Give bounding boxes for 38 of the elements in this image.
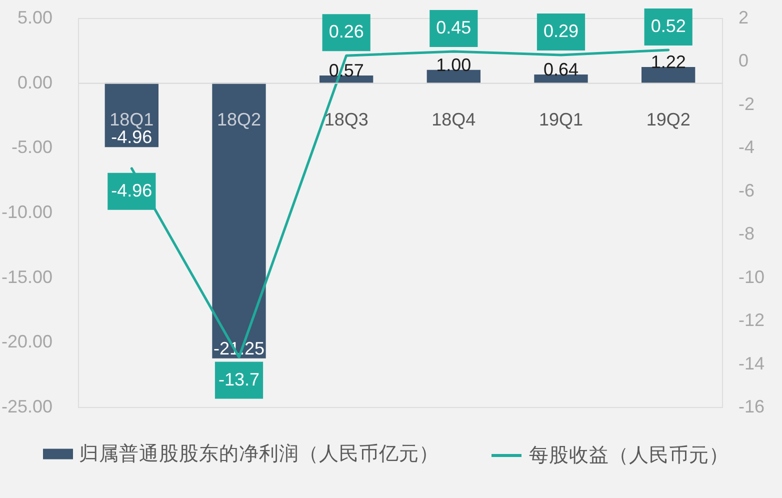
data-label: 0.26 [328, 22, 364, 42]
data-label: 1.22 [650, 52, 686, 72]
y-tick-label: -5.00 [11, 137, 52, 158]
x-tick-label: 19Q1 [538, 109, 584, 130]
y2-tick-label: 2 [738, 8, 749, 28]
data-label: -13.7 [218, 369, 260, 390]
y2-tick-label: -12 [738, 310, 765, 330]
y2-tick-label: -10 [738, 266, 765, 287]
y2-tick-label: -4 [738, 137, 755, 158]
legend-label: 每股收益（人民币元） [529, 444, 729, 466]
bar [426, 70, 480, 83]
y-tick-label: -10.00 [1, 202, 52, 222]
y-tick-label: 0.00 [17, 72, 52, 92]
x-tick-label: 18Q4 [432, 109, 476, 130]
bar [212, 82, 266, 358]
y-tick-label: -25.00 [1, 396, 52, 416]
y2-tick-label: -2 [738, 94, 755, 114]
y2-tick-label: 0 [738, 50, 749, 71]
data-label: 0.45 [436, 17, 472, 38]
data-label: 0.52 [650, 16, 686, 36]
bar [642, 67, 696, 83]
x-tick-label: 18Q2 [216, 109, 262, 130]
data-label: 0.64 [543, 60, 579, 80]
x-tick-label: 18Q1 [110, 109, 154, 130]
y-tick-label: -20.00 [1, 332, 52, 352]
legend-label: 归属普通股股东的净利润（人民币亿元） [79, 442, 439, 465]
data-label: 0.29 [543, 20, 579, 41]
data-label: -4.96 [111, 180, 152, 200]
bar [534, 74, 588, 83]
y-tick-label: 5.00 [17, 8, 52, 28]
y-tick-label: -15.00 [1, 266, 52, 287]
data-label: 1.00 [436, 54, 472, 75]
x-tick-label: 18Q3 [324, 109, 368, 130]
y2-tick-label: -14 [738, 353, 765, 374]
y2-tick-label: -6 [738, 180, 755, 200]
y2-tick-label: -16 [738, 396, 765, 416]
x-tick-label: 19Q2 [646, 109, 690, 130]
y2-tick-label: -8 [738, 224, 755, 244]
